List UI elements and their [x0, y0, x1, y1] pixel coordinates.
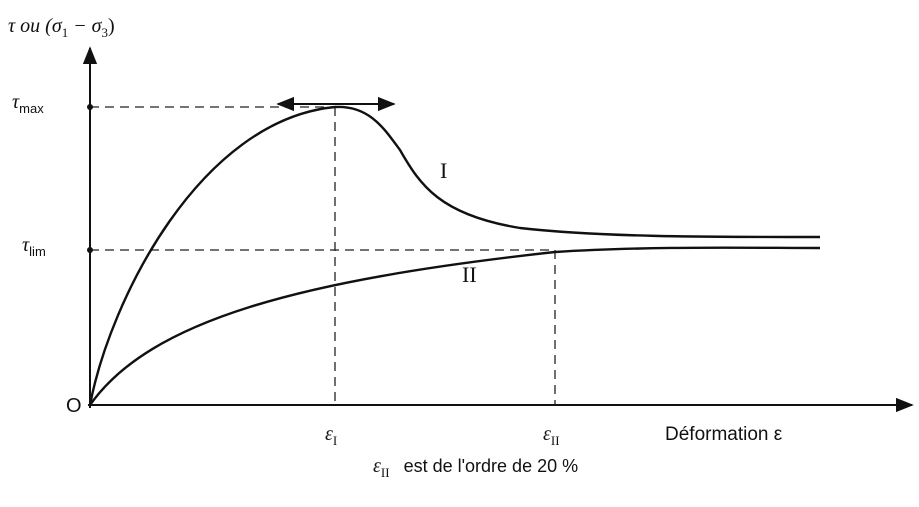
- origin-label: O: [66, 395, 82, 417]
- curve-1-label: I: [440, 158, 447, 183]
- tick-dot: [87, 104, 93, 110]
- guides: [90, 106, 556, 405]
- y-axis-label: τ ou (σ1 − σ3): [8, 15, 115, 40]
- tau-lim-label: τlim: [22, 234, 46, 259]
- tau-max-label: τmax: [12, 91, 44, 116]
- curve-1: [88, 105, 821, 406]
- x-axis-label: Déformation ε: [665, 424, 783, 445]
- eps-2-label: εII: [543, 423, 560, 448]
- curve-2-label: II: [462, 262, 477, 287]
- note: εII est de l'ordre de 20 %: [373, 455, 578, 480]
- tick-dot: [87, 247, 93, 253]
- curve-2: [89, 246, 821, 406]
- eps-1-label: εI: [325, 423, 337, 448]
